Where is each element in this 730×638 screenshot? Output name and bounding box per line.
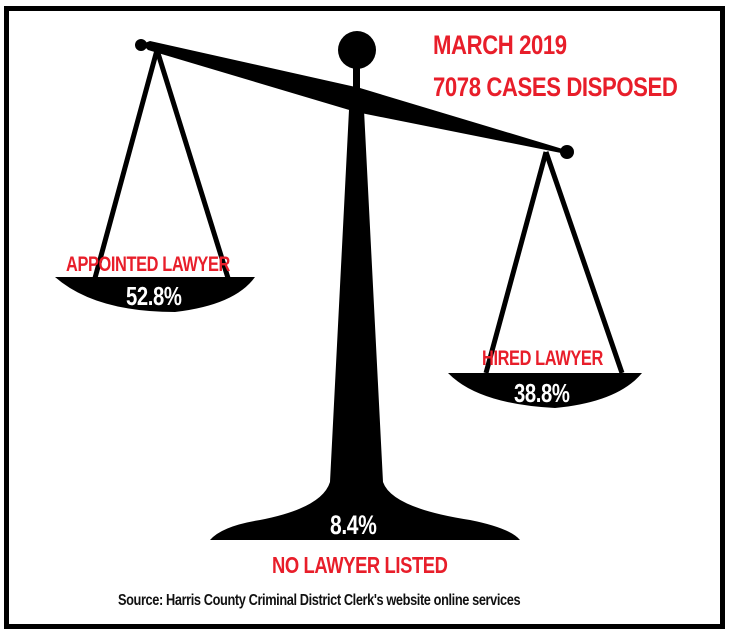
chart-title-cases: 7078 CASES DISPOSED xyxy=(433,72,678,102)
no-lawyer-value: 8.4% xyxy=(330,510,377,540)
source-note: Source: Harris County Criminal District … xyxy=(118,592,521,609)
chart-title-date: MARCH 2019 xyxy=(433,30,567,60)
no-lawyer-label: NO LAWYER LISTED xyxy=(272,552,448,578)
appointed-lawyer-label: APPOINTED LAWYER xyxy=(66,253,230,276)
hired-lawyer-label: HIRED LAWYER xyxy=(482,347,603,370)
hired-lawyer-value: 38.8% xyxy=(514,378,570,408)
appointed-lawyer-value: 52.8% xyxy=(126,281,182,311)
